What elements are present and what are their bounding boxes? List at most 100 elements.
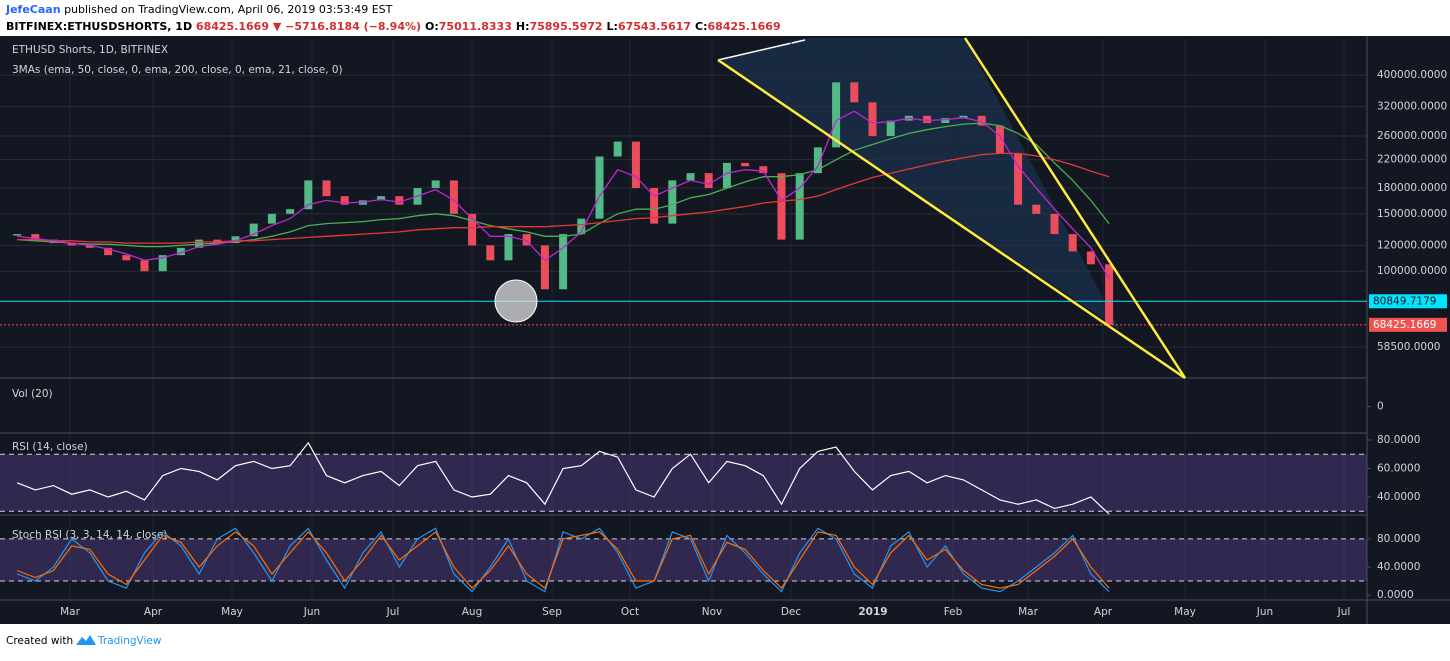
price-level-tag — [1369, 294, 1447, 309]
candle — [1105, 264, 1114, 325]
candle — [995, 125, 1004, 154]
candle — [777, 173, 786, 240]
price-level-tag — [1369, 317, 1447, 332]
y-tick-label: 100000.0000 — [1377, 265, 1447, 277]
x-tick-label: Jul — [1337, 606, 1351, 618]
candle — [122, 255, 131, 261]
ohlc-value: 68425.1669 — [708, 20, 781, 33]
footer-created: Created with — [6, 635, 73, 647]
candle — [468, 213, 477, 246]
candle — [340, 196, 349, 205]
price-level-label: 68425.1669 — [1373, 319, 1436, 331]
y-tick-label: 0 — [1377, 401, 1384, 413]
highlight-circle — [494, 279, 538, 323]
candle — [1086, 251, 1095, 265]
band — [0, 454, 1367, 512]
chart-background — [0, 36, 1450, 624]
x-tick-label: May — [221, 606, 243, 618]
candle — [104, 247, 113, 256]
x-tick-label: Dec — [781, 606, 802, 618]
candle — [832, 82, 841, 148]
candle — [886, 120, 895, 137]
candle — [1050, 213, 1059, 235]
y-tick-label: 260000.0000 — [1377, 130, 1447, 142]
candle — [959, 115, 968, 119]
candle — [595, 156, 604, 219]
moving-average — [17, 122, 1110, 248]
x-tick-label: Apr — [144, 606, 163, 618]
pane-title: Stoch RSI (3, 3, 14, 14, close) — [12, 529, 167, 541]
symbol: BITFINEX:ETHUSDSHORTS, 1D — [6, 20, 192, 33]
chart-title: ETHUSD Shorts, 1D, BITFINEX — [12, 44, 168, 56]
y-tick-label: 120000.0000 — [1377, 239, 1447, 251]
stoch-line — [16, 527, 1110, 593]
annotations — [494, 37, 1187, 380]
candle — [540, 245, 549, 290]
y-tick-label: 80.0000 — [1377, 434, 1420, 446]
band — [0, 538, 1367, 582]
candle — [759, 166, 768, 174]
y-tick-label: 58500.0000 — [1377, 341, 1440, 353]
x-tick-label: Mar — [60, 606, 80, 618]
price-level-label: 80849.7179 — [1373, 295, 1436, 307]
y-tick-label: 320000.0000 — [1377, 101, 1447, 113]
last-price: 68425.1669 — [196, 20, 269, 33]
brand-logo[interactable] — [76, 635, 96, 645]
x-tick-label: Mar — [1018, 606, 1038, 618]
y-tick-label: 0.0000 — [1377, 589, 1414, 601]
candle — [31, 234, 40, 240]
footer-brand[interactable]: TradingView — [97, 635, 162, 647]
x-tick-label: Sep — [542, 606, 562, 618]
candle — [431, 180, 440, 189]
candle — [1032, 204, 1041, 214]
candle — [850, 82, 859, 103]
candle — [377, 196, 386, 201]
candle — [668, 180, 677, 224]
ohlc-label: O: — [425, 20, 439, 33]
ohlc-label: H: — [516, 20, 530, 33]
candle — [722, 162, 731, 189]
ohlc: O:75011.8333 H:75895.5972 L:67543.5617 C:68… — [425, 20, 781, 33]
candle — [1068, 234, 1077, 252]
y-tick-label: 180000.0000 — [1377, 182, 1447, 194]
x-tick-label: Oct — [621, 606, 639, 618]
published: published on TradingView.com, April 06, … — [64, 3, 393, 16]
candle — [977, 115, 986, 126]
candle — [249, 223, 258, 237]
x-tick-label: Jun — [1256, 606, 1273, 618]
candle — [158, 255, 167, 272]
ohlc-label: L: — [607, 20, 618, 33]
candle — [813, 147, 822, 174]
x-tick-label: 2019 — [858, 606, 887, 618]
candle — [650, 188, 659, 224]
candle — [704, 173, 713, 189]
y-tick-label: 80.0000 — [1377, 533, 1420, 545]
y-tick-label: 40.0000 — [1377, 561, 1420, 573]
candle — [631, 141, 640, 189]
change: ▼ −5716.8184 (−8.94%) — [273, 20, 421, 33]
candle — [741, 162, 750, 167]
candle — [522, 234, 531, 246]
candle — [559, 234, 568, 290]
header-line: JefeCaan published on TradingView.com, A… — [5, 3, 393, 16]
symbol-line: BITFINEX:ETHUSDSHORTS, 1D 68425.1669 ▼ −… — [6, 20, 781, 33]
candle — [504, 234, 513, 261]
candle — [304, 180, 313, 210]
candle — [486, 245, 495, 261]
candle — [923, 115, 932, 124]
candle — [85, 245, 94, 248]
y-tick-label: 40.0000 — [1377, 491, 1420, 503]
author[interactable]: JefeCaan — [5, 3, 61, 16]
candle — [176, 247, 185, 256]
ohlc-value: 67543.5617 — [618, 20, 691, 33]
x-tick-label: Aug — [462, 606, 483, 618]
x-tick-label: Jun — [303, 606, 320, 618]
wedge-upper — [963, 37, 1187, 379]
x-tick-label: Apr — [1094, 606, 1113, 618]
candle — [267, 213, 276, 224]
y-tick-label: 150000.0000 — [1377, 208, 1447, 220]
chart-subtitle: 3MAs (ema, 50, close, 0, ema, 200, close… — [12, 64, 343, 76]
candle — [868, 102, 877, 137]
